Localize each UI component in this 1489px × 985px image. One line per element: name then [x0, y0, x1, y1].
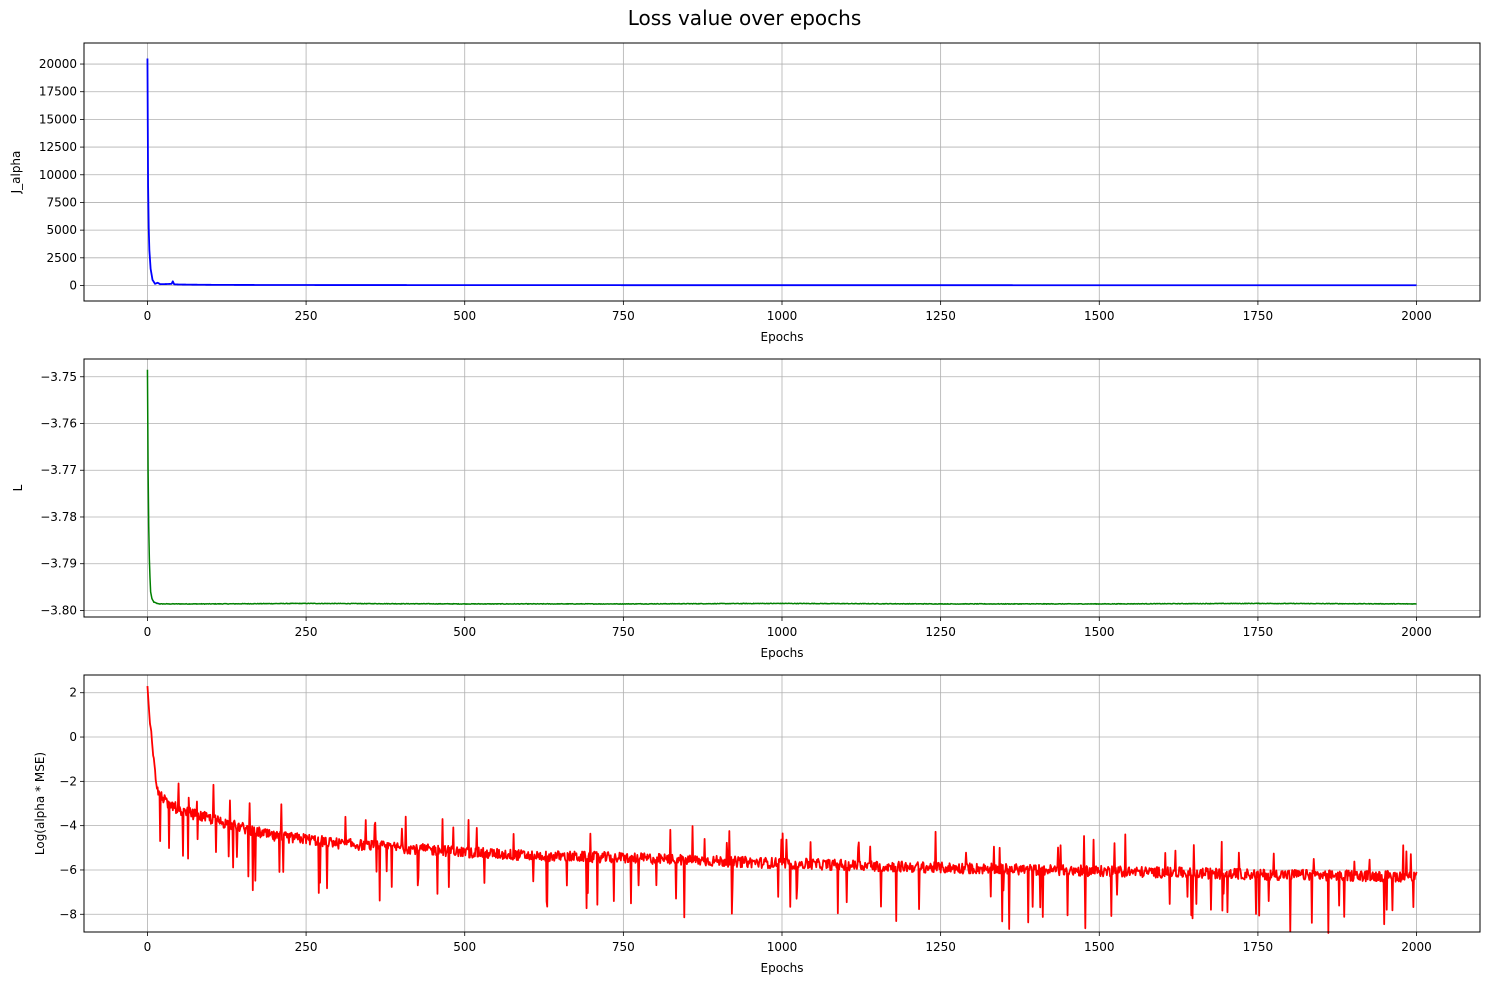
x-tick-label: 500 — [453, 625, 476, 639]
x-tick-label: 0 — [144, 309, 152, 323]
x-tick-label: 1000 — [767, 625, 798, 639]
y-tick-label: −6 — [59, 863, 77, 877]
x-axis-label: Epochs — [761, 961, 804, 975]
figure-title: Loss value over epochs — [627, 6, 862, 30]
x-tick-label: 1500 — [1084, 940, 1115, 954]
x-tick-label: 1500 — [1084, 625, 1115, 639]
series-line — [146, 686, 1418, 934]
x-tick-label: 1000 — [767, 309, 798, 323]
x-tick-label: 1000 — [767, 940, 798, 954]
y-tick-label: −3.79 — [40, 557, 77, 571]
x-tick-label: 0 — [144, 940, 152, 954]
y-tick-label: 12500 — [39, 140, 77, 154]
y-tick-label: 0 — [69, 278, 77, 292]
x-tick-label: 250 — [295, 940, 318, 954]
y-tick-label: −3.80 — [40, 603, 77, 617]
x-tick-label: 750 — [612, 940, 635, 954]
y-tick-label: −8 — [59, 907, 77, 921]
y-tick-label: 17500 — [39, 85, 77, 99]
y-tick-label: 7500 — [46, 195, 77, 209]
y-axis-label: J_alpha — [9, 151, 23, 195]
x-tick-label: 2000 — [1401, 625, 1432, 639]
y-axis-label: Log(alpha * MSE) — [33, 752, 47, 855]
x-tick-label: 1750 — [1243, 625, 1274, 639]
x-tick-label: 2000 — [1401, 940, 1432, 954]
y-tick-label: 15000 — [39, 112, 77, 126]
x-tick-label: 1250 — [925, 625, 956, 639]
y-tick-label: −4 — [59, 819, 77, 833]
x-tick-label: 1250 — [925, 309, 956, 323]
x-tick-label: 250 — [295, 309, 318, 323]
x-tick-label: 1750 — [1243, 940, 1274, 954]
y-tick-label: −3.75 — [40, 370, 77, 384]
x-tick-label: 0 — [144, 625, 152, 639]
y-tick-label: −3.77 — [40, 463, 77, 477]
x-tick-label: 1250 — [925, 940, 956, 954]
x-tick-label: 2000 — [1401, 309, 1432, 323]
x-tick-label: 500 — [453, 309, 476, 323]
y-tick-label: −3.76 — [40, 417, 77, 431]
x-axis-label: Epochs — [761, 646, 804, 660]
series-line — [146, 369, 1417, 605]
y-axis-label: L — [11, 484, 25, 491]
x-axis-label: Epochs — [761, 330, 804, 344]
x-tick-label: 1750 — [1243, 309, 1274, 323]
y-tick-label: 10000 — [39, 168, 77, 182]
y-tick-label: 20000 — [39, 57, 77, 71]
y-tick-label: 5000 — [46, 223, 77, 237]
x-tick-label: 750 — [612, 309, 635, 323]
y-tick-label: −3.78 — [40, 510, 77, 524]
y-tick-label: −2 — [59, 774, 77, 788]
y-tick-label: 2 — [69, 686, 77, 700]
x-tick-label: 500 — [453, 940, 476, 954]
y-tick-label: 2500 — [46, 251, 77, 265]
x-tick-label: 250 — [295, 625, 318, 639]
y-tick-label: 0 — [69, 730, 77, 744]
series-line — [146, 58, 1417, 287]
x-tick-label: 750 — [612, 625, 635, 639]
x-tick-label: 1500 — [1084, 309, 1115, 323]
